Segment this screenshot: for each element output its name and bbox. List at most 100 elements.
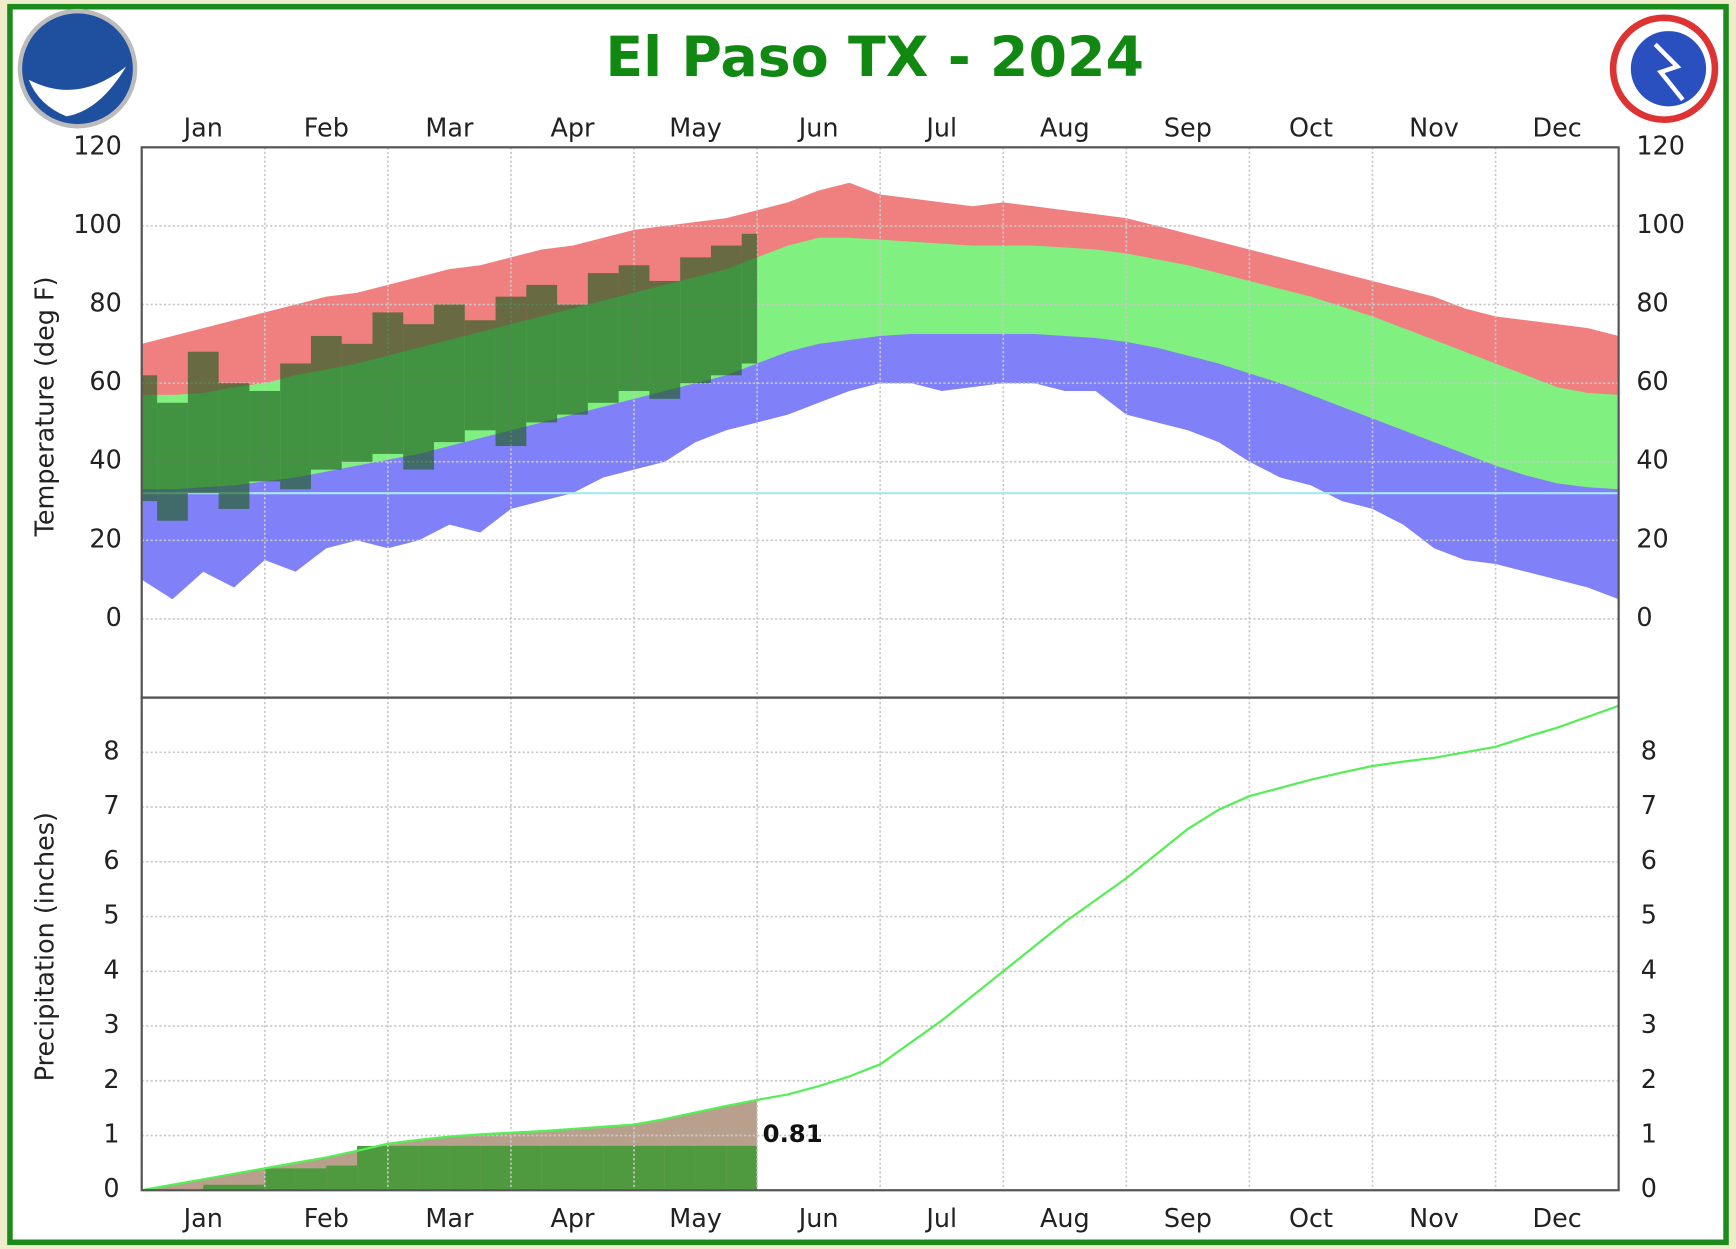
y2-tick-label: 4 xyxy=(1641,955,1657,985)
x-tick-label: May xyxy=(669,114,722,144)
data-label: 0.81 xyxy=(763,1119,823,1148)
observed-bar xyxy=(203,1184,235,1191)
observed-bar xyxy=(649,280,681,399)
x-tick-label: Nov xyxy=(1409,114,1459,144)
y-tick-label: 4 xyxy=(103,955,119,985)
normal-line xyxy=(141,704,1619,1191)
x-tick-label: Sep xyxy=(1164,1204,1212,1234)
y2-tick-label: 6 xyxy=(1641,846,1657,876)
y2-tick-label: 2 xyxy=(1641,1065,1657,1095)
x-tick-label: Sep xyxy=(1164,114,1212,144)
x-tick-label: Jun xyxy=(797,114,839,144)
observed-bar xyxy=(710,245,742,376)
observed-bar xyxy=(664,1145,696,1191)
y-tick-label: 6 xyxy=(103,846,119,876)
y2-tick-label: 3 xyxy=(1641,1010,1657,1040)
observed-bar xyxy=(218,383,250,509)
x-tick-label: Aug xyxy=(1040,114,1090,144)
noaa-logo xyxy=(17,8,138,129)
y-axis-label: Precipitation (inches) xyxy=(30,812,60,1081)
observed-bar xyxy=(280,363,311,490)
y2-tick-label: 7 xyxy=(1641,791,1657,821)
y-tick-label: 100 xyxy=(73,210,122,240)
observed-bar xyxy=(403,324,435,470)
observed-bar xyxy=(234,1184,265,1191)
observed-bar xyxy=(695,1145,727,1191)
observed-bar xyxy=(249,391,281,482)
x-tick-label: May xyxy=(669,1204,722,1234)
observed-bar xyxy=(741,233,758,364)
x-tick-label: Mar xyxy=(425,114,474,144)
observed-bar xyxy=(510,1145,542,1191)
y2-tick-label: 60 xyxy=(1636,367,1668,397)
x-tick-label: Feb xyxy=(304,1204,349,1234)
observed-bar xyxy=(187,351,219,494)
observed-bar xyxy=(464,320,496,431)
chart-title: El Paso TX - 2024 xyxy=(605,26,1144,90)
x-tick-label: Apr xyxy=(550,1204,595,1234)
observed-bar xyxy=(264,1168,296,1191)
x-tick-label: Nov xyxy=(1409,1204,1459,1234)
y-tick-label: 60 xyxy=(89,367,121,397)
y2-tick-label: 20 xyxy=(1636,524,1668,554)
observed-bar xyxy=(341,343,373,462)
y2-tick-label: 1 xyxy=(1641,1120,1657,1150)
y-tick-label: 20 xyxy=(89,524,121,554)
observed-bar xyxy=(434,304,465,443)
y2-tick-label: 5 xyxy=(1641,901,1657,931)
observed-bar xyxy=(541,1145,573,1191)
y2-tick-label: 0 xyxy=(1636,603,1652,633)
y2-tick-label: 8 xyxy=(1641,736,1657,766)
y2-tick-label: 40 xyxy=(1636,446,1668,476)
observed-bar xyxy=(418,1145,450,1191)
observed-bar xyxy=(326,1165,358,1191)
y-tick-label: 0 xyxy=(106,603,122,633)
y-tick-label: 2 xyxy=(103,1065,119,1095)
observed-bar xyxy=(680,257,711,384)
y2-tick-label: 100 xyxy=(1636,210,1685,240)
x-tick-label: Aug xyxy=(1040,1204,1090,1234)
nws-logo xyxy=(1609,14,1719,123)
x-tick-label: Jul xyxy=(924,114,957,144)
observed-bar xyxy=(372,312,404,454)
y-tick-label: 7 xyxy=(103,791,119,821)
y-axis-label: Temperature (deg F) xyxy=(30,276,60,537)
observed-bar xyxy=(449,1145,481,1191)
x-tick-label: Dec xyxy=(1532,114,1581,144)
x-tick-label: Mar xyxy=(425,1204,474,1234)
observed-bar xyxy=(157,402,188,521)
observed-bar xyxy=(387,1145,419,1191)
y2-tick-label: 80 xyxy=(1636,289,1668,319)
y-tick-label: 120 xyxy=(73,131,122,161)
x-tick-label: Feb xyxy=(304,114,349,144)
observed-bar xyxy=(357,1145,388,1191)
y2-tick-label: 0 xyxy=(1641,1174,1657,1204)
temperature-plot xyxy=(141,147,1619,698)
observed-bar xyxy=(634,1145,665,1191)
x-tick-label: Jan xyxy=(182,1204,223,1234)
x-tick-label: Jul xyxy=(924,1204,957,1234)
y-tick-label: 8 xyxy=(103,736,119,766)
plot-frame xyxy=(140,696,1620,1192)
precipitation-plot xyxy=(141,697,1619,1191)
observed-bar xyxy=(603,1145,635,1191)
observed-bar xyxy=(141,375,158,502)
y-tick-label: 5 xyxy=(103,901,119,931)
x-tick-label: Apr xyxy=(550,114,595,144)
x-tick-label: Oct xyxy=(1289,114,1333,144)
observed-bar xyxy=(526,284,558,423)
y2-tick-label: 120 xyxy=(1636,131,1685,161)
observed-bar xyxy=(480,1145,511,1191)
observed-bar xyxy=(587,273,619,403)
observed-bar xyxy=(495,296,527,447)
x-tick-label: Oct xyxy=(1289,1204,1333,1234)
y-tick-label: 80 xyxy=(89,289,121,319)
y-tick-label: 1 xyxy=(103,1120,119,1150)
observed-bar xyxy=(295,1168,327,1191)
y-tick-label: 3 xyxy=(103,1010,119,1040)
observed-bar xyxy=(310,335,342,470)
observed-bar xyxy=(726,1145,758,1191)
